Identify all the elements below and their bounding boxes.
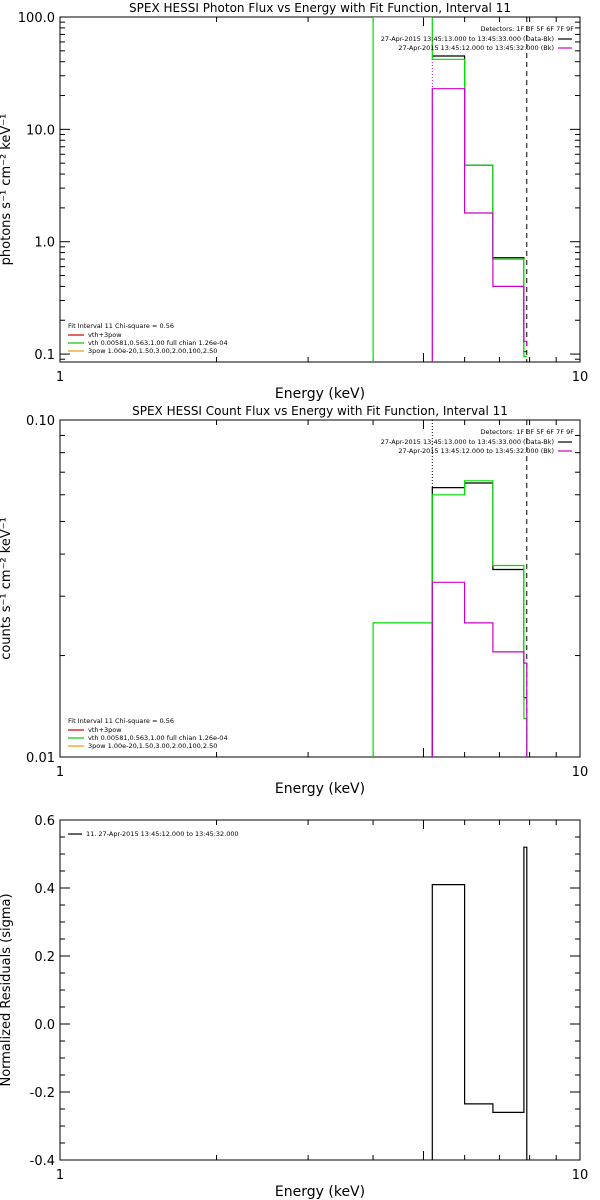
legend-item-label: vth 0.00581,0.563,1.00 full chian 1.26e-…: [88, 339, 228, 347]
legend-item-label: 27-Apr-2015 13:45:12.000 to 13:45:32.000…: [398, 44, 554, 52]
series-line-3: [431, 88, 528, 362]
y-axis-label: photons s⁻¹ cm⁻² keV⁻¹: [0, 114, 14, 266]
legend-item-label: vth+3pow: [88, 726, 122, 734]
y-tick-label: 100.0: [18, 11, 55, 26]
x-tick-label: 1: [56, 370, 64, 385]
y-tick-label: 0.6: [34, 814, 55, 829]
plot-frame: [59, 419, 581, 758]
legend-item-label: 27-Apr-2015 13:45:13.000 to 13:45:33.000…: [381, 35, 554, 43]
legend-item-label: 3pow 1.00e-20,1.50,3.00,2.00,100,2.50: [88, 742, 217, 750]
x-tick-label: 1: [56, 765, 64, 780]
legend-top-right: Detectors: 1F 3F 5F 6F 7F 9F 27-Apr-2015 …: [381, 428, 575, 455]
y-axis-label: counts s⁻¹ cm⁻² keV⁻¹: [0, 517, 14, 660]
series-line-2: [372, 480, 528, 757]
x-tick-label: 10: [572, 1168, 589, 1183]
chart-panel-2: SPEX HESSI Count Flux vs Energy with Fit…: [0, 404, 588, 797]
legend-bottom-left: Fit Interval 11 Chi-square = 0.56vth+3po…: [68, 717, 228, 750]
x-tick-label: 10: [572, 370, 589, 385]
legend-item-label: 11. 27-Apr-2015 13:45:12.000 to 13:45:32…: [86, 830, 239, 838]
legend-top-left: 11. 27-Apr-2015 13:45:12.000 to 13:45:32…: [68, 830, 239, 838]
y-tick-label: -0.4: [30, 1154, 55, 1169]
x-axis-label: Energy (keV): [275, 1184, 365, 1200]
y-tick-label: 1.0: [34, 236, 55, 251]
series-line-1: [431, 846, 528, 1160]
chart-title: SPEX HESSI Photon Flux vs Energy with Fi…: [129, 1, 511, 15]
legend-header: Fit Interval 11 Chi-square = 0.56: [68, 717, 174, 725]
series-line-1: [431, 482, 527, 757]
series-line-3: [431, 581, 528, 757]
legend-item-label: 27-Apr-2015 13:45:12.000 to 13:45:32.000…: [398, 447, 554, 455]
legend-top-right: Detectors: 1F 3F 5F 6F 7F 9F 27-Apr-2015 …: [381, 25, 575, 52]
plot-frame: [59, 16, 581, 363]
chart-title: SPEX HESSI Count Flux vs Energy with Fit…: [132, 404, 508, 418]
chart-panel-3: 1 10 Energy (keV) -0.4 -0.2 0.0 0.2 0.4 0.6 Norma…: [0, 814, 588, 1200]
y-tick-label: 0.2: [34, 950, 55, 965]
series-line-1: [432, 55, 527, 353]
legend-header: Detectors: 1F 3F 5F 6F 7F 9F: [480, 428, 574, 436]
y-tick-label: 0.10: [26, 414, 55, 429]
chart-panel-1: SPEX HESSI Photon Flux vs Energy with Fi…: [0, 1, 588, 402]
legend-bottom-left: Fit Interval 11 Chi-square = 0.56vth+3po…: [68, 322, 228, 355]
x-tick-label: 1: [56, 1168, 64, 1183]
legend-item-label: vth 0.00581,0.563,1.00 full chian 1.26e-…: [88, 734, 228, 742]
y-tick-label: 10.0: [26, 123, 55, 138]
plot-frame: [59, 819, 581, 1161]
legend-header: Fit Interval 11 Chi-square = 0.56: [68, 322, 174, 330]
y-tick-label: 0.1: [34, 348, 55, 363]
legend-item-label: vth+3pow: [88, 331, 122, 339]
legend-item-label: 27-Apr-2015 13:45:13.000 to 13:45:33.000…: [381, 438, 554, 446]
series-line-2: [372, 17, 527, 362]
y-tick-label: 0.0: [34, 1018, 55, 1033]
legend-header: Detectors: 1F 3F 5F 6F 7F 9F: [480, 25, 574, 33]
x-tick-label: 10: [572, 765, 589, 780]
y-tick-label: 0.01: [26, 751, 55, 766]
x-axis-label: Energy (keV): [275, 386, 365, 402]
x-axis-label: Energy (keV): [275, 781, 365, 797]
y-tick-label: 0.4: [34, 882, 55, 897]
y-axis-label: Normalized Residuals (sigma): [0, 893, 14, 1086]
y-tick-label: -0.2: [30, 1086, 55, 1101]
legend-item-label: 3pow 1.00e-20,1.50,3.00,2.00,100,2.50: [88, 347, 217, 355]
